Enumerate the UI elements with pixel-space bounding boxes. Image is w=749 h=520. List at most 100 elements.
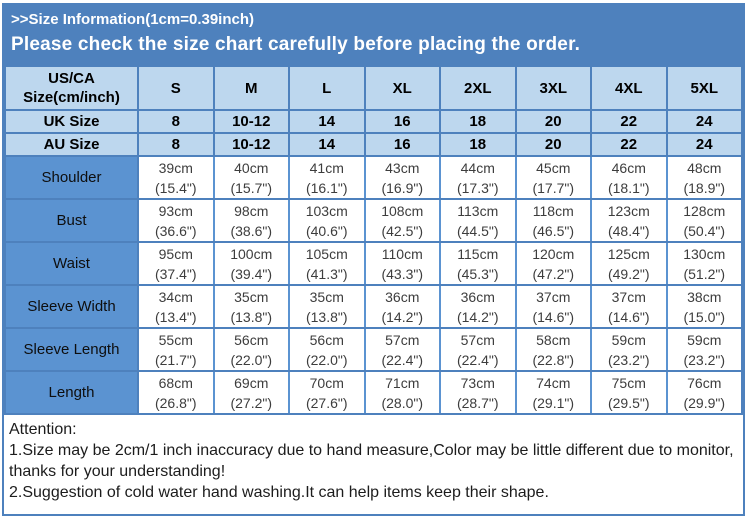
attention-item-1: 1.Size may be 2cm/1 inch inaccuracy due … [9, 442, 734, 480]
measurement-cell: 59cm (23.2") [665, 327, 743, 372]
inch-value: (18.1") [607, 179, 650, 196]
cm-value: 120cm [532, 245, 575, 262]
measurement-cell: 130cm (51.2") [665, 241, 743, 286]
inch-value: (13.8") [230, 308, 273, 325]
measurement-cell: 118cm (46.5") [514, 198, 592, 243]
measurement-cell: 37cm (14.6") [514, 284, 592, 329]
inch-value: (49.2") [607, 265, 650, 282]
cm-value: 110cm [381, 245, 423, 262]
cm-value: 43cm [385, 159, 420, 176]
cm-value: 115cm [457, 245, 499, 262]
cm-value: 48cm [687, 159, 722, 176]
cm-value: 40cm [234, 159, 269, 176]
measurement-cell: 113cm (44.5") [439, 198, 517, 243]
cm-value: 118cm [532, 202, 574, 219]
measurement-cell: 123cm (48.4") [590, 198, 668, 243]
inch-value: (29.9") [683, 394, 726, 411]
header-uscа-size: US/CA Size(cm/inch) [4, 65, 139, 111]
measurement-cell: 58cm (22.8") [514, 327, 592, 372]
cm-value: 130cm [683, 245, 726, 262]
size-chart-panel: >>Size Information(1cm=0.39inch) Please … [2, 3, 745, 516]
cm-value: 37cm [536, 288, 571, 305]
inch-value: (27.6") [305, 394, 348, 411]
measurement-cell: 43cm (16.9") [363, 155, 441, 200]
cm-value: 73cm [460, 374, 495, 391]
row-label-sleeve-width: Sleeve Width [4, 284, 139, 329]
measurement-cell: 108cm (42.5") [363, 198, 441, 243]
inch-value: (50.4") [683, 222, 726, 239]
inch-value: (27.2") [230, 394, 273, 411]
measurement-cell: 37cm (14.6") [590, 284, 668, 329]
inch-value: (14.2") [456, 308, 499, 325]
table-row-sleeve-width: Sleeve Width 34cm (13.4") 35cm (13.8") 35c… [4, 284, 743, 329]
cm-value: 39cm [158, 159, 193, 176]
measurement-cell: 45cm (17.7") [514, 155, 592, 200]
measurement-cell: 68cm (26.8") [137, 370, 215, 415]
cm-value: 98cm [234, 202, 269, 219]
inch-value: (36.6") [154, 222, 197, 239]
measurement-cell: 41cm (16.1") [288, 155, 366, 200]
inch-value: (15.7") [230, 179, 273, 196]
column-header-5xl: 5XL [665, 65, 743, 111]
cm-value: 56cm [234, 331, 269, 348]
inch-value: (16.1") [305, 179, 348, 196]
cm-value: 45cm [536, 159, 571, 176]
column-header-l: L [288, 65, 366, 111]
inch-value: (37.4") [154, 265, 197, 282]
measurement-cell: 57cm (22.4") [439, 327, 517, 372]
measurement-cell: 55cm (21.7") [137, 327, 215, 372]
inch-value: (45.3") [456, 265, 499, 282]
uk-size-value: 18 [439, 109, 517, 134]
inch-value: (15.0") [683, 308, 726, 325]
column-header-4xl: 4XL [590, 65, 668, 111]
column-header-2xl: 2XL [439, 65, 517, 111]
cm-value: 71cm [385, 374, 420, 391]
inch-value: (22.0") [230, 351, 273, 368]
measurement-cell: 57cm (22.4") [363, 327, 441, 372]
cm-value: 100cm [230, 245, 273, 262]
cm-value: 125cm [607, 245, 650, 262]
inch-value: (26.8") [154, 394, 197, 411]
uk-size-value: 22 [590, 109, 668, 134]
inch-value: (17.3") [456, 179, 499, 196]
cm-value: 70cm [309, 374, 344, 391]
cm-value: 123cm [607, 202, 650, 219]
inch-value: (14.2") [381, 308, 424, 325]
au-size-value: 14 [288, 132, 366, 157]
row-label-sleeve-length: Sleeve Length [4, 327, 139, 372]
measurement-cell: 39cm (15.4") [137, 155, 215, 200]
measurement-cell: 44cm (17.3") [439, 155, 517, 200]
measurement-cell: 100cm (39.4") [212, 241, 290, 286]
measurement-cell: 105cm (41.3") [288, 241, 366, 286]
inch-value: (23.2") [607, 351, 650, 368]
cm-value: 41cm [309, 159, 344, 176]
cm-value: 37cm [611, 288, 646, 305]
measurement-cell: 74cm (29.1") [514, 370, 592, 415]
cm-value: 55cm [158, 331, 193, 348]
measurement-cell: 120cm (47.2") [514, 241, 592, 286]
measurement-cell: 48cm (18.9") [665, 155, 743, 200]
inch-value: (23.2") [683, 351, 726, 368]
inch-value: (28.7") [456, 394, 499, 411]
au-size-value: 8 [137, 132, 215, 157]
inch-value: (29.5") [607, 394, 650, 411]
uk-size-value: 24 [665, 109, 743, 134]
attention-section: Attention: 1.Size may be 2cm/1 inch inac… [4, 415, 743, 503]
banner-subtitle: Please check the size chart carefully be… [11, 34, 581, 55]
measurement-cell: 56cm (22.0") [288, 327, 366, 372]
inch-value: (13.4") [154, 308, 197, 325]
measurement-cell: 36cm (14.2") [439, 284, 517, 329]
cm-value: 44cm [460, 159, 495, 176]
uk-size-value: 8 [137, 109, 215, 134]
inch-value: (22.0") [305, 351, 348, 368]
inch-value: (18.9") [683, 179, 726, 196]
measurement-cell: 38cm (15.0") [665, 284, 743, 329]
inch-value: (14.6") [532, 308, 575, 325]
au-size-value: 20 [514, 132, 592, 157]
cm-value: 56cm [309, 331, 344, 348]
table-row-shoulder: Shoulder 39cm (15.4") 40cm (15.7") 41cm (16… [4, 155, 743, 200]
measurement-cell: 70cm (27.6") [288, 370, 366, 415]
measurement-cell: 36cm (14.2") [363, 284, 441, 329]
au-size-value: 24 [665, 132, 743, 157]
au-size-row: AU Size 8 10-12 14 16 18 20 22 24 [4, 132, 743, 157]
